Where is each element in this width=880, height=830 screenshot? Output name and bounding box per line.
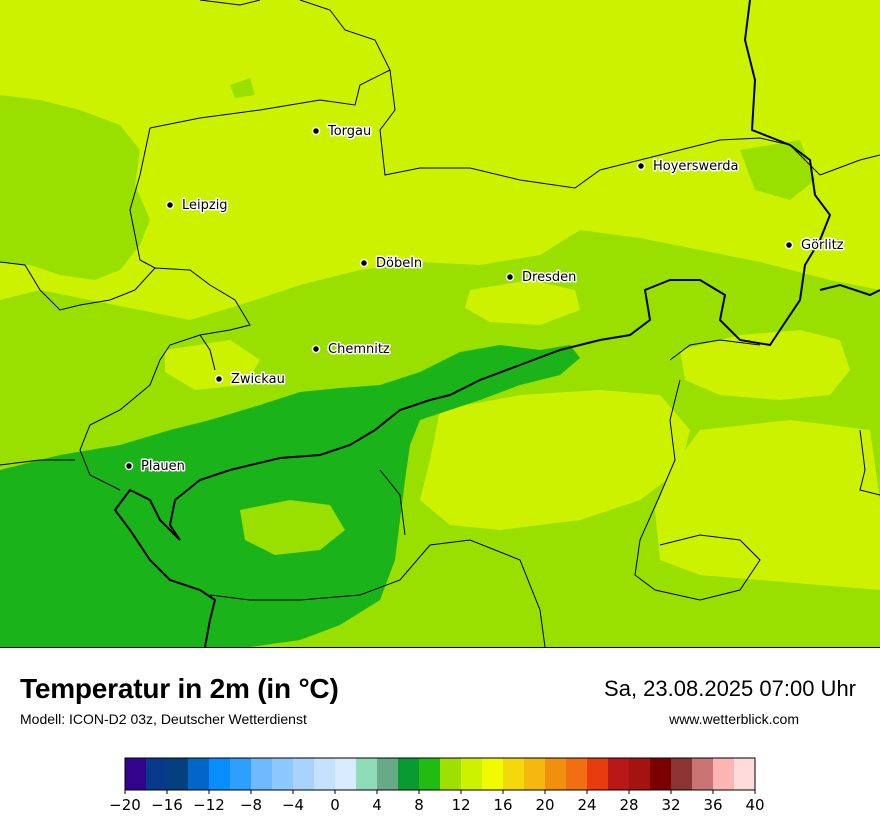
legend-tick-label: −16 — [151, 796, 183, 814]
legend-swatch — [461, 758, 483, 790]
district-borders — [0, 0, 880, 647]
temperature-legend: −20 −16 −12 −8 −4 0 4 8 12 16 20 24 28 32 36 40 — [104, 756, 776, 822]
state-border — [113, 0, 880, 647]
legend-swatch — [524, 758, 546, 790]
temp-field-12-14-patches — [165, 280, 880, 590]
borders — [0, 0, 880, 647]
legend-tick-label: 40 — [745, 796, 764, 814]
legend-swatch — [314, 758, 336, 790]
svg-text:Chemnitz: Chemnitz — [328, 342, 390, 357]
svg-text:Zwickau: Zwickau — [231, 372, 285, 387]
city-zwickau[interactable]: Zwickau — [214, 371, 286, 389]
legend-swatch — [629, 758, 651, 790]
legend-svg: −20 −16 −12 −8 −4 0 4 8 12 16 20 24 28 32 36 40 — [109, 757, 765, 814]
city-chemnitz[interactable]: Chemnitz — [311, 341, 391, 359]
legend-tick-label: −12 — [193, 796, 225, 814]
svg-text:Görlitz: Görlitz — [801, 238, 844, 253]
legend-tick-label: −8 — [240, 796, 262, 814]
map-title: Temperatur in 2m (in °C) — [20, 673, 339, 704]
legend-swatch — [188, 758, 210, 790]
legend-swatch — [566, 758, 588, 790]
legend-swatch — [608, 758, 630, 790]
legend-tick-label: 8 — [414, 796, 424, 814]
legend-tick-label: 0 — [330, 796, 340, 814]
legend-swatch — [587, 758, 609, 790]
city-torgau[interactable]: Torgau — [311, 123, 373, 141]
legend-swatch — [398, 758, 420, 790]
legend-swatch — [251, 758, 273, 790]
legend-swatch — [293, 758, 315, 790]
city-dresden[interactable]: Dresden — [505, 269, 578, 287]
city-doebeln[interactable]: Döbeln — [359, 255, 424, 273]
legend-swatch — [482, 758, 504, 790]
forecast-datetime: Sa, 23.08.2025 07:00 Uhr — [604, 676, 856, 701]
patch-zwickau — [165, 340, 260, 390]
legend-swatch — [419, 758, 441, 790]
legend-swatch — [209, 758, 231, 790]
svg-text:Dresden: Dresden — [522, 270, 576, 285]
legend-tick-label: 24 — [577, 796, 596, 814]
legend-swatch — [230, 758, 252, 790]
legend-swatch — [356, 758, 378, 790]
zone-small-east — [740, 140, 815, 200]
svg-text:Döbeln: Döbeln — [376, 256, 422, 271]
legend-swatch — [167, 758, 189, 790]
city-leipzig[interactable]: Leipzig — [165, 197, 229, 215]
patch-southeast — [655, 420, 880, 590]
patch-dresden — [465, 280, 580, 325]
svg-text:Hoyerswerda: Hoyerswerda — [653, 159, 739, 174]
legend-tick-label: −20 — [109, 796, 141, 814]
legend-swatch — [692, 758, 714, 790]
map-svg: Torgau Hoyerswerda Leipzig Görlitz Döbel… — [0, 0, 880, 647]
zone-west-upper — [0, 95, 150, 280]
legend-tick-label: 20 — [535, 796, 554, 814]
svg-text:Torgau: Torgau — [327, 124, 371, 139]
city-plauen[interactable]: Plauen — [124, 458, 186, 476]
legend-tick-label: 32 — [661, 796, 680, 814]
temperature-map[interactable]: Torgau Hoyerswerda Leipzig Görlitz Döbel… — [0, 0, 880, 648]
legend-tick-label: 16 — [493, 796, 512, 814]
city-hoyerswerda[interactable]: Hoyerswerda — [636, 158, 740, 176]
legend-tick-label: 12 — [451, 796, 470, 814]
legend-tick-label: 28 — [619, 796, 638, 814]
legend-swatch — [272, 758, 294, 790]
legend-tick-label: 4 — [372, 796, 382, 814]
zone-small-north — [230, 78, 255, 98]
svg-text:Plauen: Plauen — [141, 459, 185, 474]
svg-text:Leipzig: Leipzig — [182, 198, 228, 213]
temp-field-8-10 — [0, 345, 580, 647]
legend-tick-label: −4 — [282, 796, 304, 814]
legend-swatch — [125, 758, 147, 790]
legend-swatch — [377, 758, 399, 790]
city-markers: Torgau Hoyerswerda Leipzig Görlitz Döbel… — [124, 123, 845, 476]
legend-tick-label: 36 — [703, 796, 722, 814]
legend-swatch — [146, 758, 168, 790]
city-goerlitz[interactable]: Görlitz — [784, 237, 845, 255]
legend-frame — [124, 757, 756, 791]
legend-swatch — [671, 758, 693, 790]
patch-east — [680, 330, 850, 400]
patch-south-central — [420, 390, 690, 530]
legend-swatch — [335, 758, 357, 790]
zone-erzgebirge — [0, 345, 580, 647]
legend-swatch — [713, 758, 735, 790]
legend-swatch — [440, 758, 462, 790]
patch-vogtland — [240, 500, 345, 555]
legend-swatch — [545, 758, 567, 790]
website-link[interactable]: www.wetterblick.com — [669, 711, 799, 727]
zone-southwest-edge — [0, 520, 70, 620]
legend-swatch — [734, 758, 756, 790]
model-subtitle: Modell: ICON-D2 03z, Deutscher Wetterdie… — [20, 711, 307, 727]
legend-swatch — [650, 758, 672, 790]
legend-swatch — [503, 758, 525, 790]
